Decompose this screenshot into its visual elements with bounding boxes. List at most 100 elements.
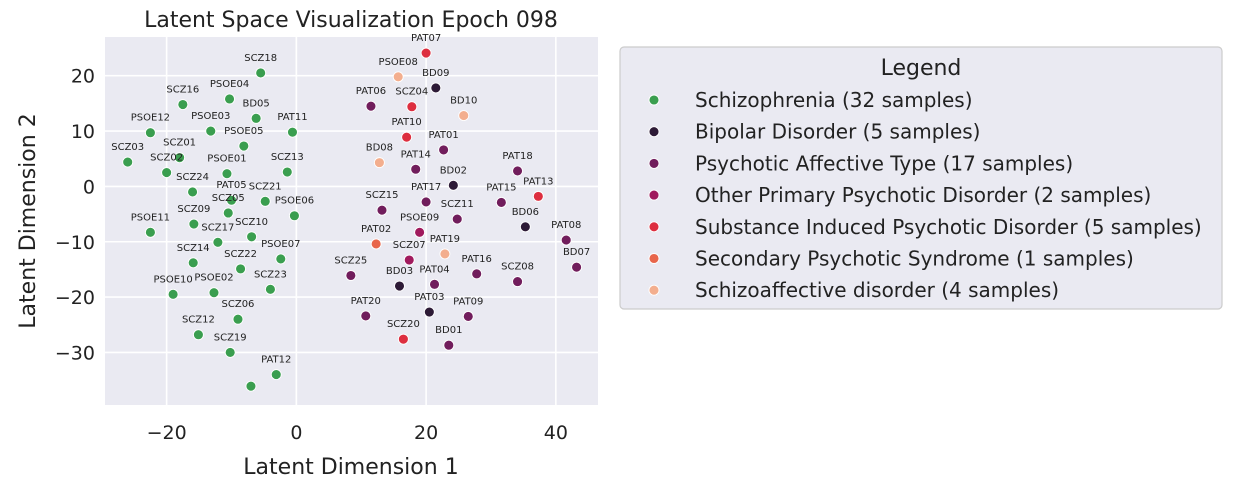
point-label: SCZ03: [111, 142, 144, 153]
data-point: [270, 369, 282, 381]
point-label: SCZ01: [163, 138, 196, 149]
point-label: PAT15: [486, 182, 516, 193]
data-point: [512, 165, 524, 177]
data-point: [392, 71, 404, 83]
legend-marker: [648, 94, 660, 106]
data-point: [281, 166, 293, 178]
point-label: PAT07: [411, 33, 441, 44]
y-tick-label: 0: [83, 176, 95, 198]
point-label: SCZ25: [334, 256, 367, 267]
data-point: [224, 346, 236, 358]
legend-label: Secondary Psychotic Syndrome (1 samples): [695, 247, 1134, 271]
point-label: SCZ18: [244, 53, 277, 64]
data-point: [519, 221, 531, 233]
data-point: [167, 288, 179, 300]
point-label: PAT20: [351, 296, 381, 307]
point-label: BD10: [450, 96, 477, 107]
legend-label: Psychotic Affective Type (17 samples): [695, 151, 1073, 175]
point-label: PSOE02: [194, 273, 233, 284]
data-point: [471, 268, 483, 280]
point-label: PSOE04: [210, 79, 249, 90]
data-point: [205, 125, 217, 137]
point-label: SCZ13: [271, 152, 304, 163]
point-label: SCZ06: [222, 299, 255, 310]
point-label: PAT10: [391, 117, 421, 128]
data-point: [365, 100, 377, 112]
point-label: SCZ04: [395, 87, 428, 98]
y-tick-label: 10: [71, 121, 95, 143]
data-point: [571, 261, 583, 273]
data-point: [430, 82, 442, 94]
legend-marker: [648, 126, 660, 138]
legend-box: [619, 46, 1223, 310]
point-label: PAT05: [216, 180, 246, 191]
x-tick-label: 20: [414, 422, 438, 444]
legend-marker: [648, 189, 660, 201]
point-label: PSOE09: [400, 212, 439, 223]
data-point: [174, 152, 186, 164]
data-point: [429, 278, 440, 290]
point-label: PSOE01: [207, 154, 246, 165]
data-point: [403, 254, 415, 266]
point-label: PAT19: [430, 234, 460, 245]
point-label: SCZ16: [166, 85, 199, 96]
point-label: SCZ05: [212, 193, 245, 204]
y-tick-label: −20: [55, 287, 95, 309]
legend-marker: [648, 253, 660, 264]
point-label: PAT01: [428, 130, 458, 141]
point-label: SCZ07: [393, 240, 426, 251]
point-label: PAT04: [419, 264, 449, 275]
data-point: [245, 380, 257, 392]
data-point: [275, 253, 287, 265]
point-label: SCZ23: [254, 269, 287, 280]
data-point: [532, 190, 544, 202]
point-label: SCZ15: [366, 190, 399, 201]
data-point: [410, 163, 422, 175]
data-point: [443, 339, 455, 351]
point-label: PAT09: [453, 296, 483, 307]
x-tick-label: 40: [544, 422, 568, 444]
x-axis-title: Latent Dimension 1: [243, 455, 458, 480]
plot-area: [105, 37, 598, 405]
y-tick-label: −30: [55, 342, 95, 364]
point-label: BD01: [435, 325, 462, 336]
y-axis-title: Latent Dimension 2: [16, 113, 41, 328]
point-label: SCZ10: [235, 217, 268, 228]
data-point: [447, 179, 459, 191]
data-point: [287, 126, 298, 138]
point-label: BD02: [440, 165, 467, 176]
data-point: [512, 276, 524, 288]
legend-label: Schizoaffective disorder (4 samples): [695, 278, 1059, 302]
point-label: PSOE06: [275, 196, 314, 207]
data-points: [122, 47, 583, 392]
data-point: [187, 186, 199, 198]
data-point: [246, 231, 258, 243]
point-label: PAT02: [361, 224, 391, 235]
point-label: SCZ02: [150, 153, 183, 164]
legend-marker: [648, 284, 660, 296]
data-point: [212, 236, 224, 248]
data-point: [288, 210, 300, 222]
data-point: [187, 257, 199, 269]
point-label: BD06: [512, 207, 539, 218]
point-label: PSOE03: [191, 111, 230, 122]
data-point: [360, 310, 372, 322]
data-point: [458, 110, 470, 122]
data-point: [423, 306, 435, 318]
data-point: [221, 168, 233, 180]
data-point: [226, 194, 237, 206]
point-label: PAT18: [502, 151, 532, 162]
legend-label: Other Primary Psychotic Disorder (2 samp…: [695, 183, 1151, 207]
data-point: [232, 313, 244, 325]
data-point: [255, 67, 267, 79]
data-point: [462, 311, 474, 322]
data-point: [250, 112, 262, 124]
data-point: [345, 270, 357, 281]
data-point: [224, 93, 235, 105]
point-label: PSOE10: [153, 274, 192, 285]
data-point: [438, 144, 450, 156]
legend-label: Bipolar Disorder (5 samples): [695, 120, 981, 144]
point-label: PAT13: [523, 176, 553, 187]
